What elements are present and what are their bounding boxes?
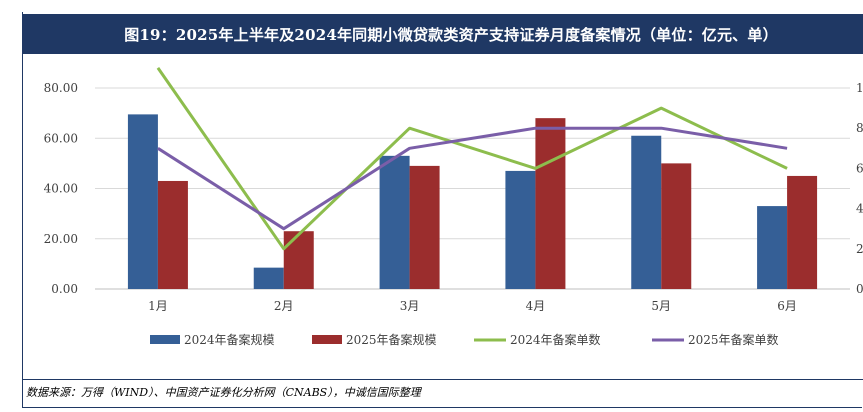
y-tick-label: 80.00	[44, 81, 78, 95]
source-divider	[23, 379, 863, 380]
line-2024	[156, 67, 788, 251]
bar-series	[127, 114, 818, 290]
y2-tick-label: 6	[856, 161, 863, 175]
x-tick-label: 1月	[148, 299, 168, 313]
x-tick-label: 4月	[526, 299, 546, 313]
bar-2025	[283, 231, 314, 289]
source-note: 数据来源：万得（WIND）、中国资产证券化分析网（CNABS），中诚信国际整理	[26, 386, 421, 399]
bar-2024	[631, 135, 662, 289]
bar-2024	[505, 170, 536, 289]
bar-2024	[127, 114, 158, 289]
x-tick-label: 5月	[651, 299, 671, 313]
legend-swatch	[150, 335, 180, 344]
bar-2025	[157, 180, 188, 289]
bar-2025	[661, 163, 692, 289]
y-axis-ticks: 0.00 20.00 40.00 60.00 80.00	[44, 81, 78, 296]
bar-2024	[379, 155, 410, 289]
y-tick-label: 0.00	[51, 282, 78, 296]
bar-2024	[757, 206, 788, 289]
grid-lines	[95, 87, 850, 290]
y2-tick-label: 0	[856, 282, 863, 296]
x-tick-label: 3月	[400, 299, 420, 313]
legend-label: 2025年备案规模	[346, 332, 437, 347]
x-axis-ticks: 1月 2月 3月 4月 5月 6月	[148, 299, 797, 313]
y2-tick-label: 8	[856, 121, 863, 135]
y2-tick-label: 10	[856, 81, 863, 95]
bar-2025	[787, 175, 818, 289]
bar-2025	[409, 165, 440, 289]
y-tick-label: 40.00	[44, 182, 78, 196]
y2-tick-label: 2	[856, 242, 863, 256]
legend-label: 2024年备案规模	[184, 332, 275, 347]
legend-label: 2025年备案单数	[688, 332, 779, 347]
line-series	[156, 67, 788, 251]
figure-title-bar: 图19：2025年上半年及2024年同期小微贷款类资产支持证券月度备案情况（单位…	[23, 14, 863, 54]
bar-2024	[253, 267, 284, 289]
y-tick-label: 60.00	[44, 131, 78, 145]
y2-axis-ticks: 0 2 4 6 8 10	[856, 81, 863, 296]
legend: 2024年备案规模 2025年备案规模 2024年备案单数 2025年备案单数	[150, 332, 779, 347]
legend-label: 2024年备案单数	[510, 332, 601, 347]
legend-swatch	[312, 335, 342, 344]
x-tick-label: 6月	[777, 299, 797, 313]
y-tick-label: 20.00	[44, 232, 78, 246]
x-tick-label: 2月	[274, 299, 294, 313]
figure-frame	[22, 12, 862, 408]
line-2025	[157, 126, 788, 231]
y2-tick-label: 4	[856, 202, 863, 216]
bar-2025	[535, 118, 566, 290]
figure-title: 图19：2025年上半年及2024年同期小微贷款类资产支持证券月度备案情况（单位…	[124, 25, 778, 44]
